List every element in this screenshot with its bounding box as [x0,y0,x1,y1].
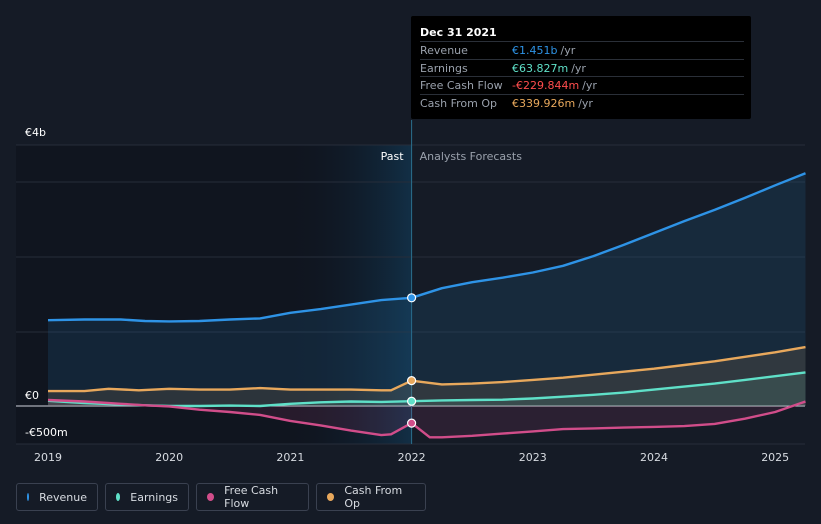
data-point-marker [407,418,417,428]
forecast-label: Analysts Forecasts [420,150,523,163]
series-area-cash-from-op [48,347,806,406]
tooltip: Dec 31 2021 Revenue €1.451b /yr Earnings… [411,16,751,119]
tooltip-unit: /yr [571,61,586,75]
series-line-free-cash-flow [47,398,806,439]
legend-item-free-cash-flow[interactable]: Free Cash Flow [196,483,309,511]
tooltip-unit: /yr [560,44,576,57]
tooltip-value: -€229.844m [512,79,580,92]
tooltip-date: Dec 31 2021 [420,26,497,39]
legend-dot-icon [207,493,215,501]
series-line-revenue [47,172,806,323]
tooltip-value: €1.451b [512,44,558,57]
tooltip-unit: /yr [578,96,593,110]
tooltip-row-revenue: Revenue €1.451b /yr [420,41,744,59]
tooltip-value: €63.827m [512,61,569,75]
tooltip-label: Free Cash Flow [420,79,503,92]
series-area-free-cash-flow [48,400,806,438]
tooltip-unit: /yr [582,79,597,92]
series-area-revenue [48,173,806,406]
x-axis-tick-label: 2022 [398,451,426,464]
legend-label: Earnings [130,490,178,504]
legend-item-revenue[interactable]: Revenue [16,483,98,511]
y-axis-bottom-label: -€500m [25,426,68,439]
tooltip-row-earnings: Earnings €63.827m /yr [420,58,744,77]
legend-item-cash-from-op[interactable]: Cash From Op [316,483,426,511]
tooltip-label: Earnings [420,61,468,75]
x-axis-tick-label: 2025 [761,451,789,464]
legend-item-earnings[interactable]: Earnings [105,483,189,511]
past-highlight [287,145,412,444]
past-label: Past [381,150,405,163]
legend-dot-icon [27,493,30,501]
series-area-earnings [48,372,806,406]
data-point-marker [407,376,417,386]
legend-label: Revenue [39,490,87,504]
x-axis-tick-label: 2019 [34,451,62,464]
data-point-marker [407,396,417,406]
y-axis-zero-label: €0 [25,389,39,402]
tooltip-row-free-cash-flow: Free Cash Flow -€229.844m /yr [420,76,744,94]
y-axis-top-label: €4b [25,126,46,139]
legend-label: Free Cash Flow [224,484,279,510]
legend-dot-icon [327,493,335,501]
x-axis-tick-label: 2021 [276,451,304,464]
x-axis-tick-label: 2024 [640,451,668,464]
x-axis-tick-label: 2020 [155,451,183,464]
tooltip-value: €339.926m [512,96,576,110]
x-axis-tick-label: 2023 [519,451,547,464]
legend-label: Cash From Op [344,484,403,510]
tooltip-label: Cash From Op [420,96,498,110]
data-point-marker [407,293,417,303]
tooltip-row-cash-from-op: Cash From Op €339.926m /yr [420,93,744,112]
legend: Revenue Earnings Free Cash Flow Cash Fro… [16,483,426,511]
legend-dot-icon [116,493,121,501]
tooltip-label: Revenue [420,44,468,57]
